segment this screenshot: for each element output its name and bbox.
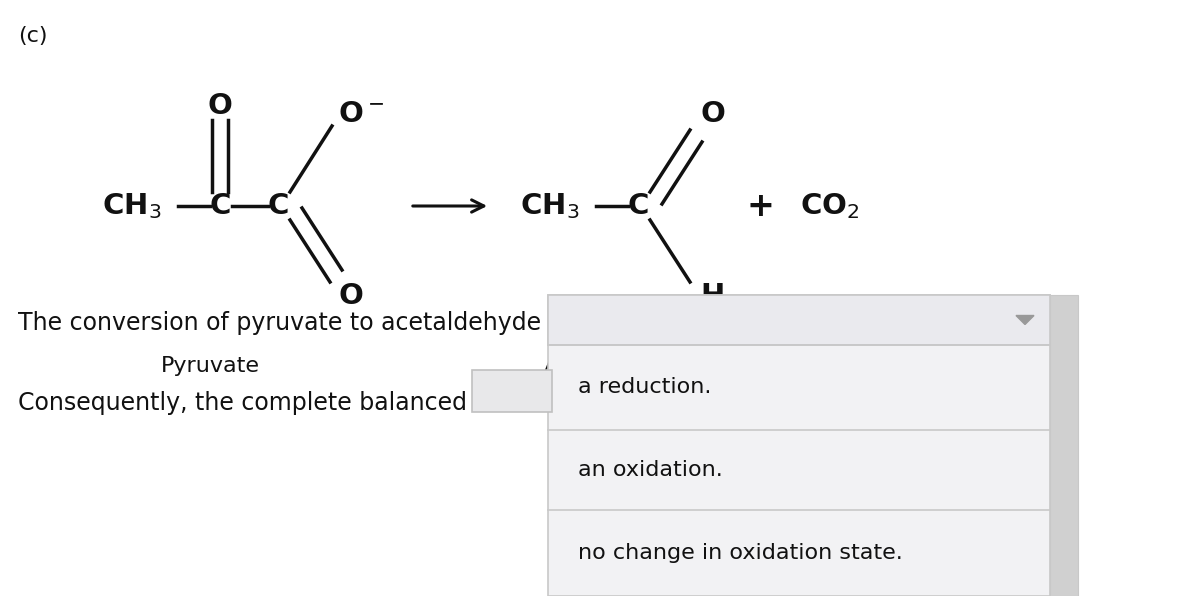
Text: C: C <box>628 192 649 220</box>
Text: O: O <box>338 282 362 310</box>
Text: O: O <box>208 92 233 120</box>
Bar <box>548 295 1050 345</box>
Bar <box>472 370 552 412</box>
Text: CH$_3$: CH$_3$ <box>102 191 161 221</box>
Text: O: O <box>700 100 725 128</box>
Bar <box>1050 295 1078 596</box>
Text: no change in oxidation state.: no change in oxidation state. <box>578 543 902 563</box>
Text: CO$_2$: CO$_2$ <box>800 191 859 221</box>
Text: (c): (c) <box>18 26 48 46</box>
Text: CH$_3$: CH$_3$ <box>520 191 580 221</box>
Bar <box>548 295 1050 596</box>
Text: C: C <box>209 192 230 220</box>
Text: Pyruvate: Pyruvate <box>161 356 259 376</box>
Text: Consequently, the complete balanced reaction is: Consequently, the complete balanced reac… <box>18 391 598 415</box>
Text: C: C <box>268 192 289 220</box>
Text: O$^-$: O$^-$ <box>338 100 384 128</box>
Text: H: H <box>700 282 725 310</box>
Text: a reduction.: a reduction. <box>578 377 712 397</box>
Polygon shape <box>1016 315 1034 324</box>
Text: an oxidation.: an oxidation. <box>578 460 722 480</box>
Text: Acetaldehyde: Acetaldehyde <box>544 356 696 376</box>
Text: +: + <box>746 190 774 222</box>
Text: The conversion of pyruvate to acetaldehyde represents: The conversion of pyruvate to acetaldehy… <box>18 311 674 335</box>
